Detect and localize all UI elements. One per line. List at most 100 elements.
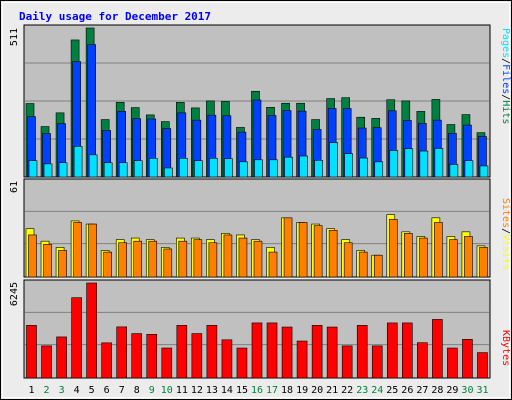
x-tick-label: 14 bbox=[221, 385, 233, 396]
bar-pages bbox=[73, 146, 83, 178]
bar-sites bbox=[313, 225, 323, 278]
legend-sites-visits: Sites/Visits bbox=[500, 198, 511, 270]
x-tick-label: 27 bbox=[416, 385, 428, 396]
x-tick-label: 4 bbox=[74, 385, 80, 396]
legend-item-hits: Hits bbox=[500, 100, 511, 124]
bar-sites bbox=[88, 223, 97, 278]
bar-sites bbox=[268, 251, 278, 278]
x-tick-label: 9 bbox=[149, 385, 155, 396]
bar-kbytes bbox=[71, 297, 82, 379]
bar-kbytes bbox=[221, 339, 233, 379]
bar-sites bbox=[388, 219, 398, 278]
bar-sites bbox=[464, 236, 473, 278]
bar-pages bbox=[28, 160, 38, 178]
bar-pages bbox=[434, 148, 444, 178]
bar-sites bbox=[419, 237, 428, 278]
panel-hits-files-pages bbox=[23, 24, 491, 178]
bar-kbytes bbox=[477, 352, 488, 379]
bar-sites bbox=[238, 237, 248, 278]
bar-sites bbox=[358, 251, 368, 278]
bar-kbytes bbox=[161, 347, 173, 379]
bar-kbytes bbox=[131, 333, 143, 379]
bar-pages bbox=[389, 150, 399, 178]
bar-pages bbox=[209, 158, 218, 178]
bar-pages bbox=[224, 158, 233, 178]
bar-kbytes bbox=[146, 334, 158, 379]
legend-pages-files-hits: Pages/Files/Hits bbox=[500, 28, 511, 124]
x-tick-label: 29 bbox=[446, 385, 458, 396]
bar-sites bbox=[479, 247, 488, 278]
bar-pages bbox=[374, 161, 384, 178]
bar-kbytes bbox=[86, 282, 97, 379]
bar-kbytes bbox=[386, 322, 398, 379]
bar-kbytes bbox=[462, 339, 473, 379]
x-tick-label: 22 bbox=[341, 385, 353, 396]
bar-sites bbox=[328, 229, 338, 278]
bar-kbytes bbox=[417, 342, 428, 379]
bar-kbytes bbox=[206, 325, 218, 379]
bar-pages bbox=[299, 155, 308, 178]
bar-pages bbox=[88, 154, 98, 178]
x-tick-label: 31 bbox=[476, 385, 488, 396]
legend-kbytes: KBytes bbox=[500, 330, 511, 366]
x-tick-label: 28 bbox=[431, 385, 443, 396]
x-tick-label: 15 bbox=[236, 385, 248, 396]
bar-kbytes bbox=[101, 342, 112, 379]
x-tick-label: 12 bbox=[191, 385, 203, 396]
bar-pages bbox=[118, 162, 128, 178]
bar-kbytes bbox=[432, 319, 443, 379]
x-tick-label: 8 bbox=[134, 385, 140, 396]
bar-pages bbox=[239, 161, 248, 178]
bar-pages bbox=[163, 167, 173, 178]
bar-pages bbox=[419, 150, 429, 178]
x-tick-label: 16 bbox=[251, 385, 263, 396]
legend-item-files: Files bbox=[500, 64, 511, 94]
bar-kbytes bbox=[311, 325, 323, 379]
bar-pages bbox=[404, 148, 414, 178]
x-tick-label: 5 bbox=[89, 385, 95, 396]
bar-sites bbox=[434, 222, 443, 278]
bar-pages bbox=[194, 160, 203, 178]
bar-kbytes bbox=[371, 345, 383, 379]
x-tick-label: 2 bbox=[44, 385, 50, 396]
bar-pages bbox=[359, 157, 369, 178]
bar-sites bbox=[103, 251, 112, 278]
bar-pages bbox=[58, 162, 68, 178]
bar-kbytes bbox=[191, 333, 203, 379]
x-tick-label: 24 bbox=[371, 385, 383, 396]
x-tick-label: 10 bbox=[161, 385, 173, 396]
chart-title: Daily usage for December 2017 bbox=[19, 10, 211, 23]
bar-kbytes bbox=[356, 325, 368, 379]
legend-separator: / bbox=[500, 58, 511, 64]
x-tick-label: 25 bbox=[386, 385, 398, 396]
panel-visits-sites bbox=[23, 178, 491, 278]
bar-kbytes bbox=[341, 345, 353, 379]
bar-sites bbox=[223, 234, 233, 278]
bar-kbytes bbox=[251, 322, 263, 379]
x-tick-label: 7 bbox=[119, 385, 125, 396]
bar-kbytes bbox=[402, 322, 413, 379]
x-tick-label: 1 bbox=[29, 385, 35, 396]
ytick-label-visits: 61 bbox=[9, 181, 20, 193]
bar-sites bbox=[343, 242, 353, 278]
bar-kbytes bbox=[296, 340, 308, 379]
x-tick-label: 26 bbox=[401, 385, 413, 396]
bar-kbytes bbox=[281, 326, 293, 379]
bar-pages bbox=[269, 159, 278, 178]
bar-sites bbox=[208, 242, 218, 278]
bar-pages bbox=[103, 162, 113, 178]
bar-sites bbox=[449, 239, 458, 278]
legend-separator: / bbox=[500, 228, 511, 234]
legend-item-sites: Sites bbox=[500, 198, 511, 228]
bar-sites bbox=[43, 243, 52, 278]
legend-item-kbytes: KBytes bbox=[500, 330, 511, 366]
bar-sites bbox=[73, 222, 82, 278]
x-tick-label: 30 bbox=[461, 385, 473, 396]
x-tick-label: 21 bbox=[326, 385, 338, 396]
bar-kbytes bbox=[326, 326, 338, 379]
bar-sites bbox=[58, 250, 67, 278]
bar-sites bbox=[133, 240, 143, 278]
bar-kbytes bbox=[26, 325, 37, 379]
bar-sites bbox=[118, 242, 127, 278]
